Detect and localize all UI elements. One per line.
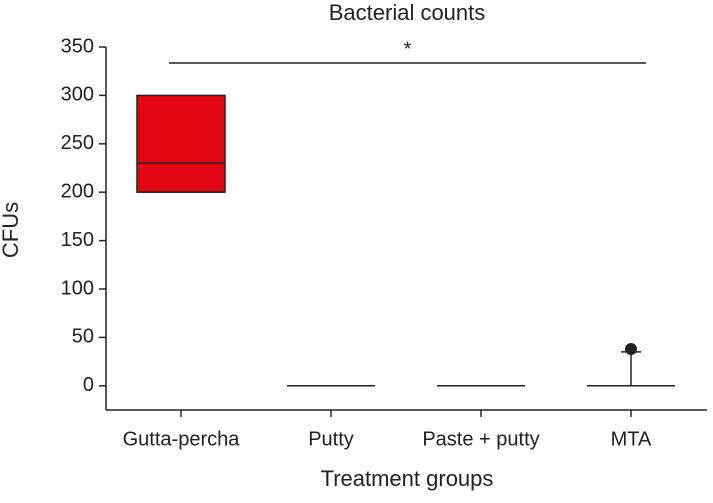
x-tick-label: Gutta-percha xyxy=(123,428,241,450)
box xyxy=(136,94,226,193)
y-tick-label: 350 xyxy=(61,35,94,57)
y-tick-label: 200 xyxy=(61,180,94,202)
chart-title: Bacterial counts xyxy=(329,0,486,25)
y-tick-label: 300 xyxy=(61,84,94,106)
y-tick-label: 150 xyxy=(61,229,94,251)
y-tick-label: 0 xyxy=(83,374,94,396)
outlier xyxy=(625,343,637,356)
y-axis-label: CFUs xyxy=(0,202,23,258)
y-tick-label: 250 xyxy=(61,132,94,154)
x-axis-label: Treatment groups xyxy=(321,466,494,491)
x-tick-label: Paste + putty xyxy=(422,428,539,450)
x-tick-label: Putty xyxy=(308,428,354,450)
annotation: * xyxy=(404,38,412,60)
y-tick-label: 100 xyxy=(61,277,94,299)
x-tick-label: MTA xyxy=(611,428,652,450)
y-tick-label: 50 xyxy=(72,326,94,348)
